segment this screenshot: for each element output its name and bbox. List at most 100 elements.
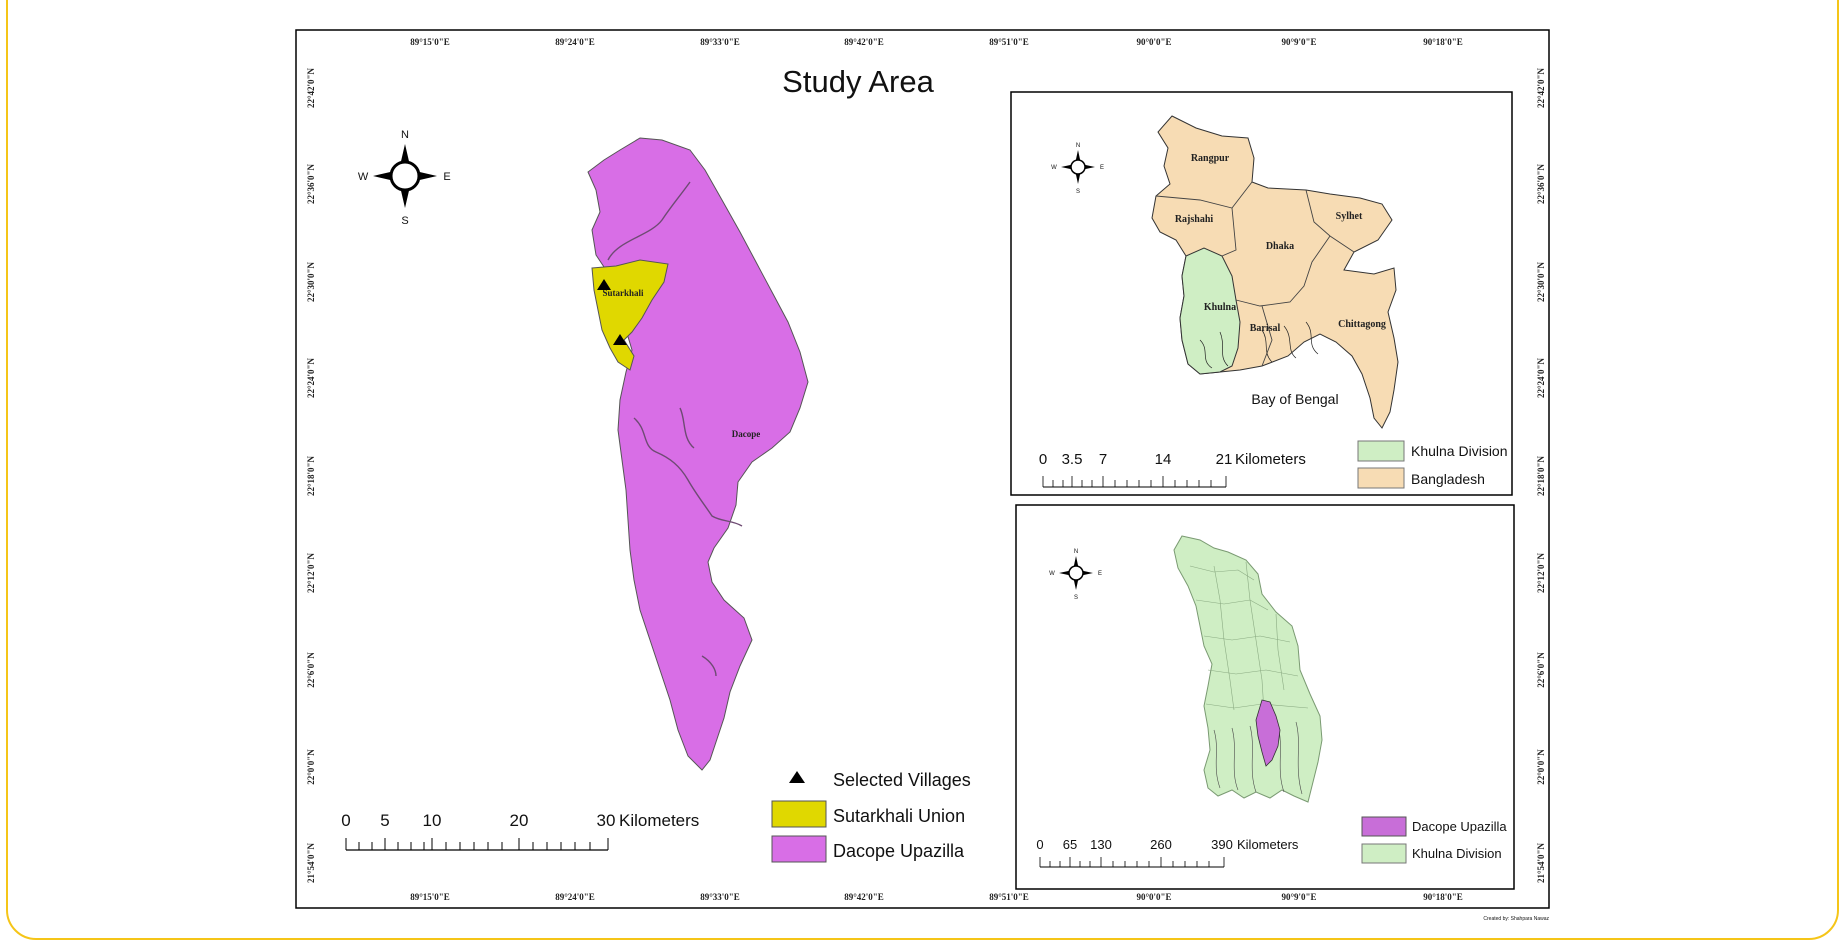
khulna-division-detail-shape bbox=[1173, 535, 1323, 803]
legend-swatch bbox=[1361, 843, 1407, 864]
lat-label: 22°24'0"N bbox=[306, 357, 316, 398]
svg-text:Kilometers: Kilometers bbox=[619, 811, 699, 830]
compass-small-icon: N S E W bbox=[1049, 549, 1102, 601]
svg-text:E: E bbox=[443, 171, 450, 183]
svg-text:N: N bbox=[1076, 143, 1080, 149]
lat-label: 22°0'0"N bbox=[1536, 749, 1546, 785]
legend-label: Sutarkhali Union bbox=[833, 806, 965, 826]
legend-swatch bbox=[771, 835, 827, 863]
lat-label: 22°36'0"N bbox=[306, 163, 316, 204]
svg-text:W: W bbox=[358, 171, 369, 183]
upazila-label: Dacope bbox=[732, 429, 761, 439]
legend-swatch bbox=[1361, 816, 1407, 837]
lon-label: 89°33'0"E bbox=[700, 892, 740, 902]
compass-rose-icon: N S E W bbox=[358, 129, 451, 227]
lat-labels-right: 22°42'0"N 22°36'0"N 22°30'0"N 22°24'0"N … bbox=[1536, 67, 1546, 883]
lat-label: 22°30'0"N bbox=[306, 261, 316, 302]
lon-label: 89°33'0"E bbox=[700, 37, 740, 47]
svg-text:S: S bbox=[401, 215, 408, 227]
svg-text:390: 390 bbox=[1211, 837, 1233, 852]
lat-label: 22°6'0"N bbox=[306, 652, 316, 688]
legend-label: Khulna Division bbox=[1412, 846, 1502, 861]
svg-text:21: 21 bbox=[1216, 451, 1233, 468]
lat-label: 22°42'0"N bbox=[1536, 67, 1546, 108]
inset-khulna: N S E W 0 65 130 260 bbox=[1015, 504, 1515, 890]
lon-label: 90°0'0"E bbox=[1136, 37, 1171, 47]
svg-text:0: 0 bbox=[1039, 451, 1047, 468]
svg-text:14: 14 bbox=[1155, 451, 1172, 468]
lon-label: 89°15'0"E bbox=[410, 892, 450, 902]
lon-label: 90°18'0"E bbox=[1423, 892, 1463, 902]
svg-text:N: N bbox=[1074, 549, 1078, 555]
svg-text:20: 20 bbox=[510, 811, 529, 830]
sea-label: Bay of Bengal bbox=[1251, 391, 1338, 407]
svg-text:E: E bbox=[1098, 571, 1102, 577]
lon-label: 90°9'0"E bbox=[1281, 892, 1316, 902]
lat-label: 22°42'0"N bbox=[306, 67, 316, 108]
scale-bar-main: 0 5 10 20 30 Kilometers bbox=[341, 811, 699, 851]
division-boundaries bbox=[1155, 181, 1355, 367]
sutarkhali-union-shape bbox=[591, 259, 669, 371]
lon-labels-bottom: 89°15'0"E 89°24'0"E 89°33'0"E 89°42'0"E … bbox=[410, 892, 1463, 902]
legend-label: Dacope Upazilla bbox=[1412, 819, 1507, 834]
sundarban-texture bbox=[1213, 721, 1303, 795]
lat-label: 22°24'0"N bbox=[1536, 357, 1546, 398]
scale-bar-bangladesh: 0 3.5 7 14 21 Kilometers bbox=[1039, 451, 1306, 488]
legend-swatch bbox=[771, 800, 827, 828]
lon-labels-top: 89°15'0"E 89°24'0"E 89°33'0"E 89°42'0"E … bbox=[410, 37, 1463, 47]
legend-label: Khulna Division bbox=[1411, 443, 1508, 459]
lat-labels-left: 22°42'0"N 22°36'0"N 22°30'0"N 22°24'0"N … bbox=[306, 67, 316, 883]
legend-swatch bbox=[1357, 440, 1405, 462]
svg-text:10: 10 bbox=[423, 811, 442, 830]
lon-label: 90°9'0"E bbox=[1281, 37, 1316, 47]
svg-text:Kilometers: Kilometers bbox=[1237, 837, 1299, 852]
svg-text:N: N bbox=[401, 129, 409, 141]
inset-bangladesh: N S E W Rangpur Rajshahi Dhaka Sy bbox=[1010, 91, 1513, 496]
division-label: Khulna bbox=[1204, 302, 1236, 313]
svg-text:W: W bbox=[1051, 165, 1057, 171]
svg-text:65: 65 bbox=[1063, 837, 1077, 852]
credit-text: Created by: Shahpara Nawaz bbox=[1483, 916, 1549, 922]
lon-label: 90°0'0"E bbox=[1136, 892, 1171, 902]
svg-text:0: 0 bbox=[341, 811, 350, 830]
svg-text:5: 5 bbox=[380, 811, 389, 830]
svg-text:E: E bbox=[1100, 165, 1104, 171]
legend-swatch bbox=[1357, 467, 1405, 489]
division-label: Rajshahi bbox=[1175, 214, 1214, 225]
river-lines bbox=[607, 181, 743, 677]
lat-label: 22°12'0"N bbox=[306, 552, 316, 593]
map-title: Study Area bbox=[782, 64, 934, 99]
division-label: Chittagong bbox=[1338, 319, 1386, 330]
lon-label: 89°24'0"E bbox=[555, 892, 595, 902]
village-marker-icon bbox=[597, 279, 611, 290]
lat-label: 22°30'0"N bbox=[1536, 261, 1546, 302]
svg-text:S: S bbox=[1076, 189, 1080, 195]
division-label: Barisal bbox=[1250, 323, 1281, 334]
union-label: Sutarkhali bbox=[602, 288, 644, 298]
division-label: Dhaka bbox=[1266, 241, 1294, 252]
lon-label: 90°18'0"E bbox=[1423, 37, 1463, 47]
division-label: Sylhet bbox=[1336, 211, 1363, 222]
khulna-division-shape bbox=[1179, 247, 1241, 375]
dacope-detail-shape bbox=[1255, 699, 1281, 767]
lat-label: 21°54'0"N bbox=[306, 842, 316, 883]
legend-main: Selected Villages Sutarkhali Union Dacop… bbox=[771, 770, 971, 863]
lon-label: 89°42'0"E bbox=[844, 37, 884, 47]
lon-label: 89°15'0"E bbox=[410, 37, 450, 47]
legend-label: Dacope Upazilla bbox=[833, 841, 965, 861]
village-legend-icon bbox=[789, 771, 805, 783]
svg-text:130: 130 bbox=[1090, 837, 1112, 852]
lat-label: 22°36'0"N bbox=[1536, 163, 1546, 204]
svg-text:3.5: 3.5 bbox=[1062, 451, 1083, 468]
svg-text:0: 0 bbox=[1036, 837, 1043, 852]
svg-text:7: 7 bbox=[1099, 451, 1107, 468]
division-label: Rangpur bbox=[1191, 153, 1230, 164]
lon-label: 89°51'0"E bbox=[989, 37, 1029, 47]
svg-text:Kilometers: Kilometers bbox=[1235, 451, 1306, 468]
lat-label: 22°18'0"N bbox=[306, 455, 316, 496]
svg-text:W: W bbox=[1049, 571, 1055, 577]
lat-label: 22°12'0"N bbox=[1536, 552, 1546, 593]
district-boundaries bbox=[1189, 561, 1309, 713]
compass-small-icon: N S E W bbox=[1051, 143, 1104, 195]
